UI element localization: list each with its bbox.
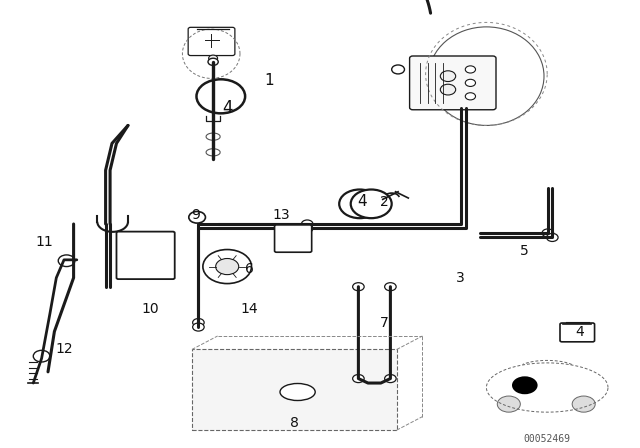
FancyBboxPatch shape xyxy=(275,225,312,252)
Text: 00052469: 00052469 xyxy=(524,434,571,444)
FancyBboxPatch shape xyxy=(188,27,235,56)
Text: 5: 5 xyxy=(520,244,529,258)
Circle shape xyxy=(285,233,301,244)
Text: 14: 14 xyxy=(241,302,259,316)
Circle shape xyxy=(440,84,456,95)
Circle shape xyxy=(208,58,218,65)
Circle shape xyxy=(465,79,476,86)
Circle shape xyxy=(512,376,538,394)
Circle shape xyxy=(497,396,520,412)
Text: 11: 11 xyxy=(36,235,54,249)
Text: 4: 4 xyxy=(222,99,232,116)
Text: 2: 2 xyxy=(380,194,388,209)
Text: 3: 3 xyxy=(456,271,465,285)
Circle shape xyxy=(572,396,595,412)
Circle shape xyxy=(58,255,75,267)
Circle shape xyxy=(385,375,396,383)
Text: 1: 1 xyxy=(264,73,274,88)
Text: 6: 6 xyxy=(245,262,254,276)
Text: 7: 7 xyxy=(380,315,388,330)
Circle shape xyxy=(542,229,554,237)
Circle shape xyxy=(193,319,204,327)
Circle shape xyxy=(392,65,404,74)
Circle shape xyxy=(216,258,239,275)
Circle shape xyxy=(547,233,558,241)
Circle shape xyxy=(440,71,456,82)
Circle shape xyxy=(196,79,245,113)
Circle shape xyxy=(134,247,157,263)
Text: 9: 9 xyxy=(191,208,200,222)
Circle shape xyxy=(351,190,392,218)
Text: 4: 4 xyxy=(575,324,584,339)
Text: 12: 12 xyxy=(55,342,73,357)
FancyBboxPatch shape xyxy=(560,323,595,342)
Text: 13: 13 xyxy=(273,208,291,222)
Circle shape xyxy=(353,283,364,291)
Text: 8: 8 xyxy=(290,416,299,431)
Circle shape xyxy=(465,93,476,100)
Circle shape xyxy=(301,220,313,228)
Ellipse shape xyxy=(280,383,316,401)
FancyBboxPatch shape xyxy=(116,232,175,279)
Circle shape xyxy=(465,66,476,73)
Circle shape xyxy=(193,323,204,331)
Circle shape xyxy=(189,211,205,223)
Circle shape xyxy=(301,224,313,233)
FancyBboxPatch shape xyxy=(410,56,496,110)
Circle shape xyxy=(339,190,380,218)
Text: 10: 10 xyxy=(141,302,159,316)
Circle shape xyxy=(353,375,364,383)
Bar xyxy=(192,349,397,430)
Circle shape xyxy=(203,250,252,284)
Circle shape xyxy=(33,350,50,362)
Circle shape xyxy=(209,55,218,61)
Circle shape xyxy=(385,283,396,291)
Text: 4: 4 xyxy=(356,194,367,209)
